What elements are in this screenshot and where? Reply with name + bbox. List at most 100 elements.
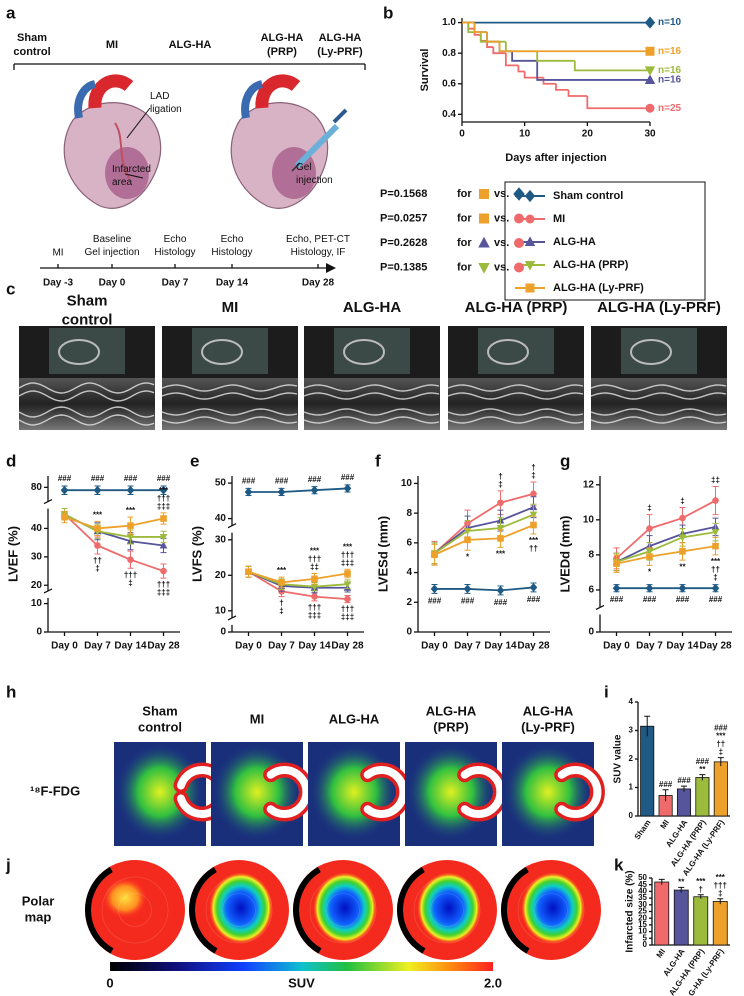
y-tick-label: 0.6 — [442, 78, 456, 89]
point — [679, 548, 686, 555]
pet-glow — [213, 744, 301, 840]
significance: ### — [428, 596, 442, 605]
point — [93, 485, 102, 495]
significance: ### — [714, 724, 728, 733]
significance: ### — [124, 474, 138, 483]
point — [529, 582, 538, 592]
x-tick-label: 20 — [582, 129, 594, 140]
panel-letter: c — [6, 279, 15, 298]
point — [160, 567, 167, 575]
y-tick-label: 40 — [215, 513, 227, 524]
echo-top — [192, 328, 268, 374]
significance: *** — [529, 536, 539, 545]
y-tick-label: 10 — [31, 598, 43, 609]
survival-step — [586, 96, 650, 110]
series-line — [248, 570, 348, 584]
error-bar — [717, 898, 724, 905]
point — [60, 485, 69, 495]
axis-break — [595, 604, 605, 611]
y-tick-label: 0 — [406, 627, 412, 638]
significance: * — [648, 568, 652, 577]
timeline-day: Day 0 — [99, 278, 126, 289]
panel-letter: k — [614, 855, 624, 874]
heart-mi — [63, 74, 162, 209]
group-label: Sham — [67, 292, 108, 309]
series-line — [616, 545, 716, 565]
y-tick-label: 10 — [638, 927, 647, 936]
significance: ### — [308, 475, 322, 484]
survival-step — [504, 41, 538, 53]
p-value: P=0.1385 — [380, 261, 427, 273]
point — [245, 568, 252, 576]
y-axis-title: LVEDd (mm) — [557, 515, 572, 592]
survival-step — [473, 22, 488, 34]
x-tick-label: Sham — [633, 818, 653, 841]
group-label: ALG-HA — [169, 39, 212, 51]
significance: †† — [716, 740, 725, 749]
x-tick-label: 0 — [459, 129, 465, 140]
p-for: for — [457, 261, 472, 273]
legend-marker — [524, 260, 536, 271]
significance: ‡ — [531, 471, 535, 480]
legend-marker — [525, 214, 535, 224]
compare-marker — [514, 238, 524, 248]
compare-marker — [479, 213, 489, 224]
significance: *** — [711, 557, 721, 566]
series-line — [434, 524, 534, 556]
echo-wave — [161, 392, 298, 400]
group-label: MI — [250, 711, 264, 726]
panel-letter: b — [383, 3, 393, 22]
y-tick-label: 0 — [588, 627, 594, 638]
error-bar — [644, 715, 651, 737]
point — [679, 514, 686, 522]
series-line — [64, 516, 164, 530]
y-tick-label: 45 — [638, 880, 647, 889]
significance: *** — [716, 873, 726, 882]
significance: † — [279, 599, 283, 608]
significance: ‡‡‡ — [308, 611, 321, 620]
bar — [654, 881, 670, 946]
echo-mmode — [19, 378, 155, 430]
legend-label: ALG-HA (Ly-PRF) — [553, 282, 644, 294]
significance: ** — [699, 765, 706, 774]
point — [678, 583, 687, 593]
group-label: ALG-HA — [343, 299, 401, 316]
series-line — [248, 570, 348, 600]
bar — [676, 788, 692, 817]
echo-top — [478, 328, 554, 374]
survival-step — [467, 22, 475, 30]
end-marker — [645, 46, 655, 56]
callout: LAD — [150, 91, 169, 102]
y-tick-label: 8 — [588, 550, 594, 561]
significance: *** — [126, 506, 136, 515]
significance: *** — [343, 542, 353, 551]
group-label: Sham — [142, 703, 177, 718]
group-label: ALG-HA (Ly-PRF) — [597, 299, 721, 316]
significance: ### — [610, 595, 624, 604]
panel-letter: e — [190, 451, 199, 470]
panel-letter: h — [6, 682, 16, 701]
group-label: ALG-HA — [261, 32, 304, 44]
point — [496, 585, 505, 595]
x-tick-label: Day 7 — [84, 641, 111, 652]
y-tick-label: 30 — [638, 900, 647, 909]
polar-ring — [222, 893, 256, 927]
point — [244, 487, 253, 497]
significance: ‡‡‡ — [157, 502, 170, 511]
significance: * — [466, 552, 470, 561]
y-tick-label: 8 — [406, 508, 412, 519]
point — [311, 593, 318, 600]
error-bar — [717, 757, 724, 767]
p-for: for — [457, 212, 472, 224]
y-axis-title: Infarcted size (%) — [625, 870, 636, 952]
y-tick-label: 80 — [31, 482, 43, 493]
error-bar — [699, 774, 706, 781]
y-tick-label: 50 — [638, 873, 647, 882]
x-tick-label: 10 — [519, 129, 531, 140]
colorbar — [110, 962, 493, 971]
y-tick-label: 10 — [583, 514, 595, 525]
echo-wave — [590, 408, 727, 416]
callout: Infarcted — [112, 164, 151, 175]
x-tick-label: 30 — [644, 129, 656, 140]
x-tick-label: Day 28 — [699, 641, 732, 652]
